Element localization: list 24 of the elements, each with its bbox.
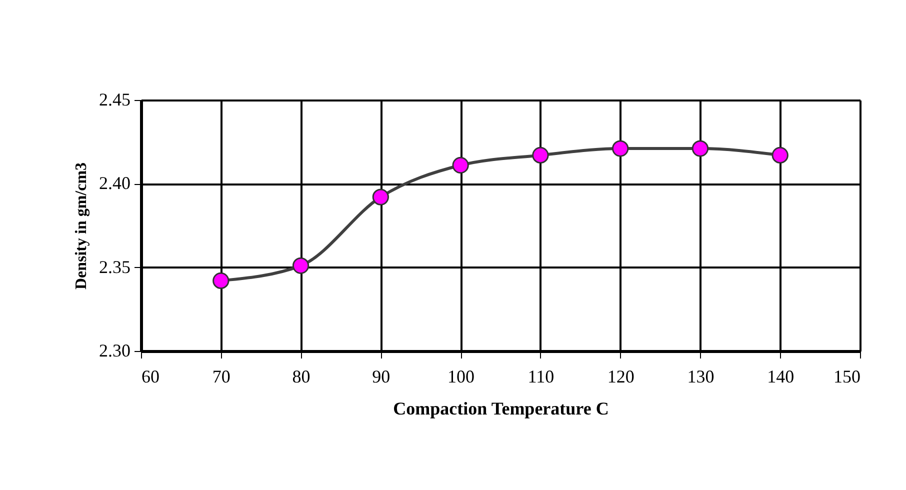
point (372, 188, 389, 206)
point (292, 257, 310, 274)
y-tick-label: 2.40 (99, 173, 130, 194)
x-axis-title: Compaction Temperature C (393, 398, 609, 418)
y-axis-title: Density in gm/cm3 (73, 162, 90, 290)
x-tick-label: 60 (142, 366, 160, 386)
point (532, 146, 549, 164)
point (452, 156, 469, 174)
x-tick-label: 140 (767, 366, 794, 386)
x-tick-label: 120 (607, 366, 634, 386)
y-tick-label: 2.30 (99, 340, 130, 360)
x-tick-label: 80 (292, 366, 310, 386)
point (692, 140, 709, 157)
point (612, 140, 629, 157)
x-tick-label: 130 (687, 366, 714, 386)
y-tick-label: 2.45 (99, 90, 130, 110)
x-tick-label: 100 (448, 366, 475, 386)
x-tick-label: 150 (834, 366, 860, 386)
y-tick-label: 2.35 (99, 256, 130, 277)
x-tick-label: 90 (372, 366, 390, 386)
point (772, 146, 788, 164)
x-tick-label: 70 (212, 366, 230, 386)
point (212, 272, 230, 290)
x-tick-label: 110 (528, 366, 554, 386)
